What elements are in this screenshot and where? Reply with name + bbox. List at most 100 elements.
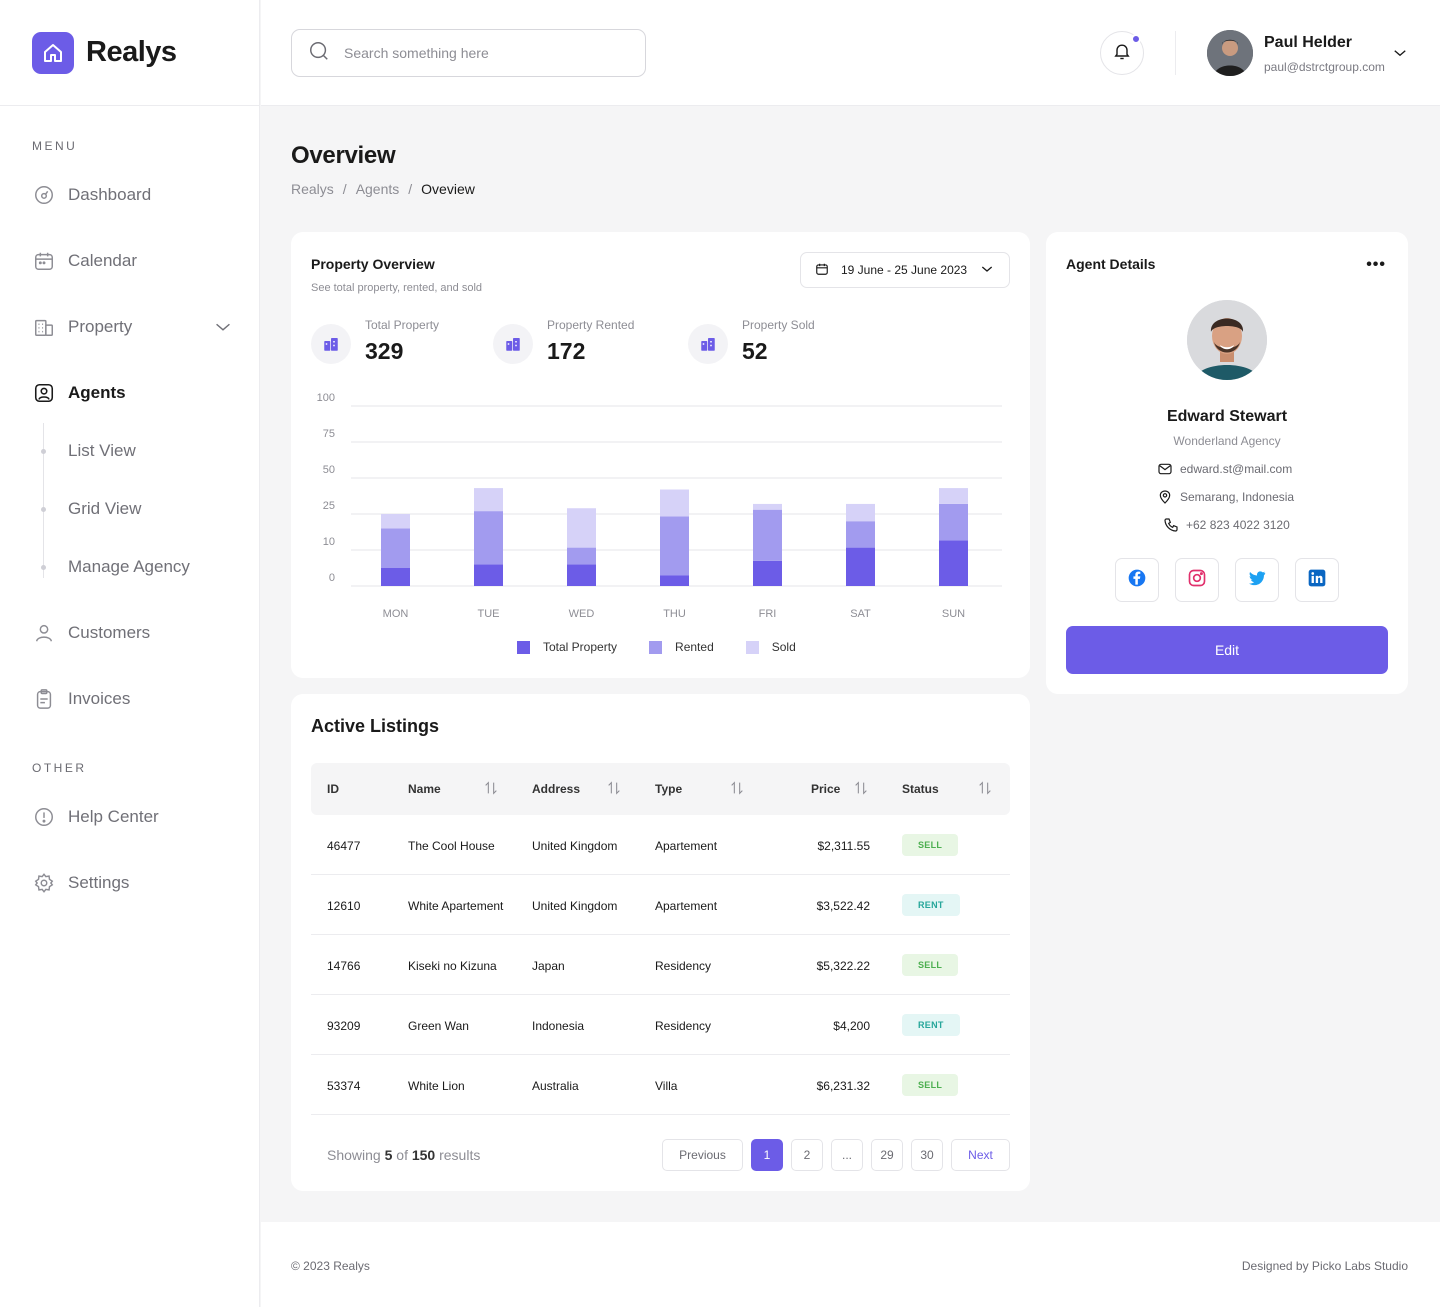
linkedin-link[interactable]: [1295, 558, 1339, 602]
page-button-2[interactable]: 2: [791, 1139, 823, 1171]
sidebar-item-invoices[interactable]: Invoices: [32, 686, 130, 712]
sort-icon[interactable]: [483, 780, 499, 799]
cell-id: 12610: [327, 899, 361, 913]
table-row[interactable]: 14766 Kiseki no Kizuna Japan Residency $…: [311, 935, 1010, 995]
stat-label: Total Property: [365, 318, 440, 332]
card-title: Active Listings: [311, 716, 440, 736]
next-page-button[interactable]: Next: [951, 1139, 1010, 1171]
sidebar-item-dashboard[interactable]: Dashboard: [32, 182, 151, 208]
sidebar-item-label: Help Center: [68, 807, 159, 826]
column-header-address[interactable]: Address: [532, 782, 581, 796]
table-row[interactable]: 53374 White Lion Australia Villa $6,231.…: [311, 1055, 1010, 1115]
cell-price: $6,231.32: [816, 1079, 870, 1093]
edit-button[interactable]: Edit: [1066, 626, 1388, 674]
sidebar-subitem-manage-agency[interactable]: Manage Agency: [68, 557, 190, 576]
y-tick-label: 75: [323, 428, 335, 440]
column-header-status[interactable]: Status: [902, 782, 939, 796]
legend-swatch: [745, 640, 759, 654]
user-avatar[interactable]: [1207, 30, 1253, 76]
page-title: Overview: [291, 142, 396, 169]
table-row[interactable]: 12610 White Apartement United Kingdom Ap…: [311, 875, 1010, 935]
notification-button[interactable]: [1100, 31, 1144, 75]
top-header: Paul Helder paul@dstrctgroup.com: [261, 0, 1440, 106]
breadcrumb-item[interactable]: Realys: [291, 181, 334, 197]
cell-name: The Cool House: [408, 839, 495, 853]
logo[interactable]: Realys: [0, 0, 259, 106]
cell-price: $3,522.42: [816, 899, 870, 913]
status-badge: RENT: [902, 894, 960, 916]
sidebar-item-calendar[interactable]: Calendar: [32, 248, 137, 274]
cell-name: White Apartement: [408, 899, 504, 913]
sidebar-item-settings[interactable]: Settings: [32, 870, 129, 896]
breadcrumb-item[interactable]: Agents: [355, 181, 400, 197]
x-tick-label: THU: [663, 608, 686, 620]
home-icon: [32, 31, 74, 74]
x-tick-label: MON: [383, 608, 409, 620]
sidebar-subitem-list-view[interactable]: List View: [68, 441, 136, 460]
page-button-1[interactable]: 1: [751, 1139, 783, 1171]
showing-prefix: Showing: [327, 1147, 381, 1163]
page-button-30[interactable]: 30: [911, 1139, 943, 1171]
sidebar-item-property[interactable]: Property: [32, 314, 232, 340]
stat-label: Property Rented: [547, 318, 635, 332]
agent-phone[interactable]: +62 823 4022 3120: [1186, 518, 1290, 532]
sort-icon[interactable]: [977, 780, 993, 799]
sidebar-subitem-grid-view[interactable]: Grid View: [68, 499, 142, 518]
footer: © 2023 Realys Designed by Picko Labs Stu…: [261, 1222, 1440, 1307]
more-options-icon[interactable]: •••: [1366, 256, 1386, 273]
sidebar-item-help-center[interactable]: Help Center: [32, 804, 159, 830]
date-range-picker[interactable]: 19 June - 25 June 2023: [800, 252, 1010, 288]
sidebar-item-agents[interactable]: Agents: [32, 380, 126, 406]
calendar-icon: [32, 249, 56, 273]
sidebar-item-customers[interactable]: Customers: [32, 620, 150, 646]
sidebar-item-label: Invoices: [68, 689, 131, 708]
x-tick-label: SAT: [850, 608, 871, 620]
column-header-type[interactable]: Type: [655, 782, 683, 796]
showing-of: of: [396, 1147, 408, 1163]
cell-type: Residency: [655, 959, 712, 973]
sidebar-item-label: Agents: [68, 383, 126, 402]
bar-segment: [381, 568, 410, 586]
cell-address: United Kingdom: [532, 839, 618, 853]
page-ellipsis: ...: [831, 1139, 863, 1171]
gear-icon: [32, 871, 56, 895]
facebook-link[interactable]: [1115, 558, 1159, 602]
search-box[interactable]: [291, 29, 646, 77]
results-summary: Showing 5 of 150 results: [327, 1147, 480, 1163]
column-header-name[interactable]: Name: [408, 782, 441, 796]
cell-address: United Kingdom: [532, 899, 618, 913]
agent-email[interactable]: edward.st@mail.com: [1180, 462, 1293, 476]
page-button-29[interactable]: 29: [871, 1139, 903, 1171]
bar-segment: [567, 547, 596, 565]
bar-segment: [381, 528, 410, 568]
search-input[interactable]: [344, 45, 624, 61]
bar-segment: [753, 560, 782, 586]
card-title: Agent Details: [1066, 256, 1156, 272]
sort-icon[interactable]: [606, 780, 622, 799]
status-badge: SELL: [902, 1074, 959, 1096]
breadcrumb-separator: /: [408, 181, 413, 197]
twitter-link[interactable]: [1235, 558, 1279, 602]
agent-email-row: edward.st@mail.com: [1156, 461, 1292, 477]
bell-icon: [1112, 41, 1132, 66]
breadcrumb: Realys / Agents / Oveview: [291, 181, 475, 197]
column-header-id[interactable]: ID: [327, 782, 339, 796]
stat-value: 329: [365, 338, 404, 364]
y-tick-label: 50: [323, 464, 335, 476]
info-icon: [32, 805, 56, 829]
table-row[interactable]: 93209 Green Wan Indonesia Residency $4,2…: [311, 995, 1010, 1055]
legend-item-rented: Rented: [649, 640, 714, 654]
cell-price: $2,311.55: [817, 839, 871, 853]
table-row[interactable]: 46477 The Cool House United Kingdom Apar…: [311, 815, 1010, 875]
column-header-price[interactable]: Price: [811, 782, 841, 796]
instagram-link[interactable]: [1175, 558, 1219, 602]
chevron-down-icon[interactable]: [1391, 44, 1409, 67]
bar-segment: [660, 489, 689, 517]
credit-text[interactable]: Designed by Picko Labs Studio: [1241, 1259, 1408, 1273]
sort-icon[interactable]: [853, 780, 869, 799]
twitter-icon: [1247, 568, 1267, 593]
x-tick-label: TUE: [478, 608, 500, 620]
previous-page-button[interactable]: Previous: [662, 1139, 743, 1171]
sort-icon[interactable]: [729, 780, 745, 799]
submenu-dot: [41, 507, 46, 512]
